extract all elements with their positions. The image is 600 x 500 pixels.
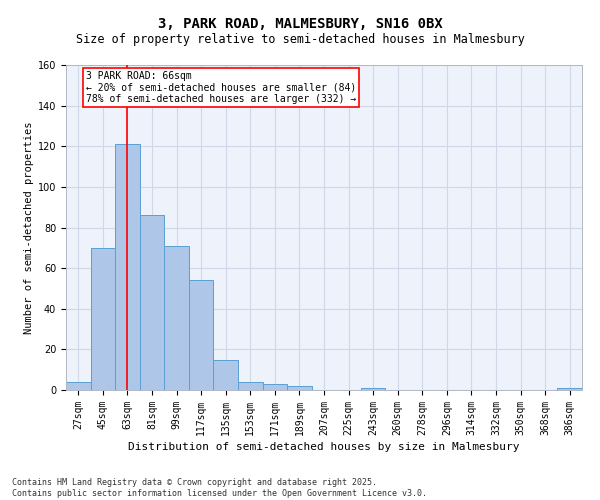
- Bar: [287, 386, 312, 390]
- Bar: [263, 384, 287, 390]
- Text: 3 PARK ROAD: 66sqm
← 20% of semi-detached houses are smaller (84)
78% of semi-de: 3 PARK ROAD: 66sqm ← 20% of semi-detache…: [86, 71, 356, 104]
- Bar: [361, 388, 385, 390]
- Bar: [214, 360, 238, 390]
- Bar: [557, 388, 582, 390]
- Text: Size of property relative to semi-detached houses in Malmesbury: Size of property relative to semi-detach…: [76, 32, 524, 46]
- Bar: [115, 144, 140, 390]
- Bar: [66, 382, 91, 390]
- Text: Contains HM Land Registry data © Crown copyright and database right 2025.
Contai: Contains HM Land Registry data © Crown c…: [12, 478, 427, 498]
- Bar: [140, 216, 164, 390]
- Bar: [164, 246, 189, 390]
- Bar: [238, 382, 263, 390]
- X-axis label: Distribution of semi-detached houses by size in Malmesbury: Distribution of semi-detached houses by …: [128, 442, 520, 452]
- Text: 3, PARK ROAD, MALMESBURY, SN16 0BX: 3, PARK ROAD, MALMESBURY, SN16 0BX: [158, 18, 442, 32]
- Bar: [91, 248, 115, 390]
- Y-axis label: Number of semi-detached properties: Number of semi-detached properties: [23, 121, 34, 334]
- Bar: [189, 280, 214, 390]
